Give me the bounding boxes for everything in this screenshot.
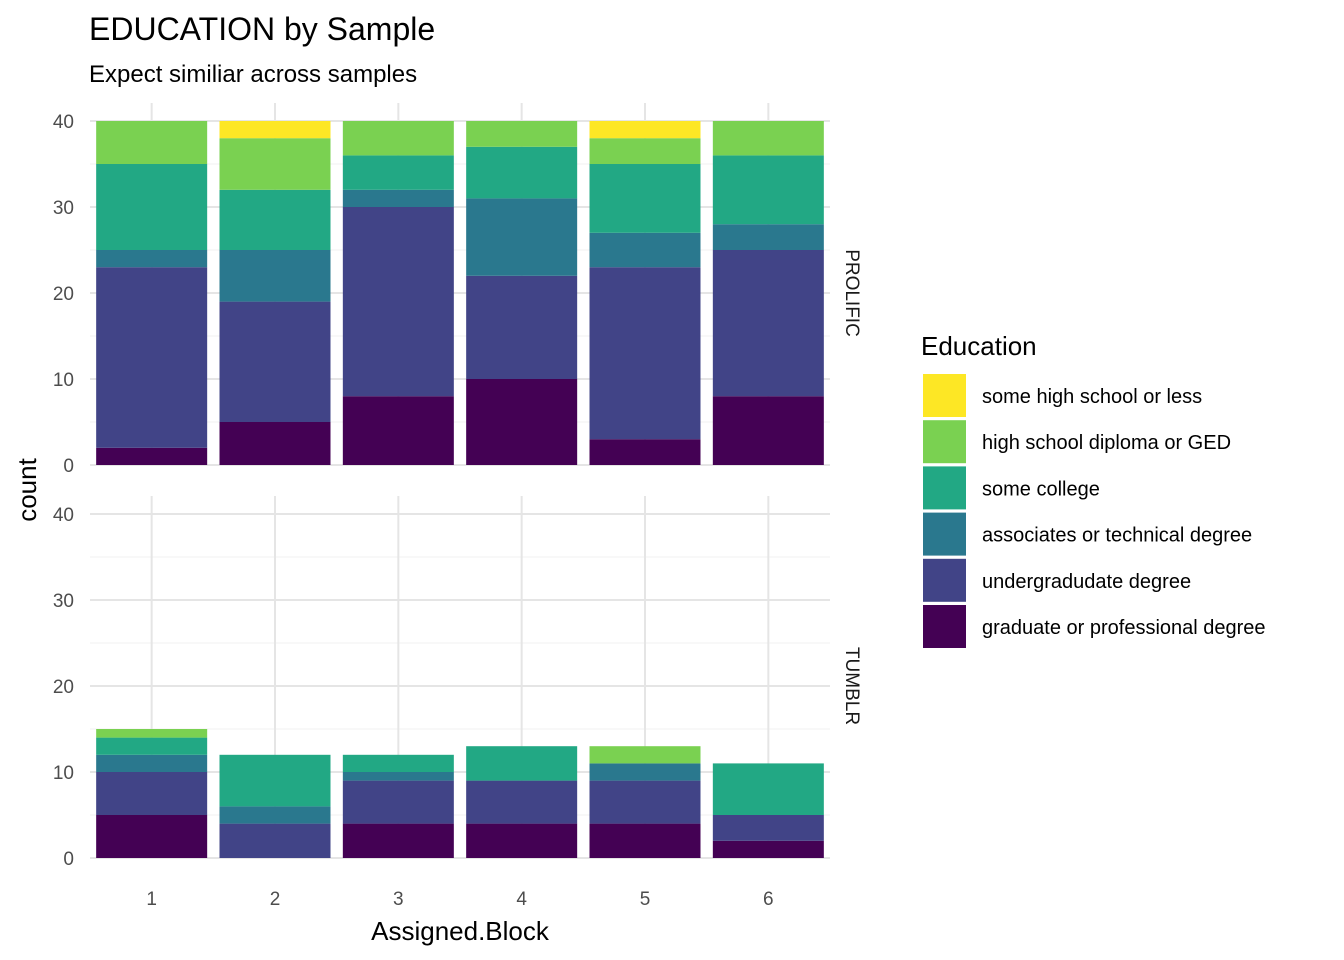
legend-swatch bbox=[923, 466, 966, 510]
bar-segment bbox=[466, 823, 578, 858]
bar-segment bbox=[96, 447, 208, 465]
x-tick-label: 4 bbox=[516, 889, 527, 910]
bar-segment bbox=[466, 746, 578, 781]
bar-segment bbox=[96, 267, 208, 448]
bar-segment bbox=[712, 396, 824, 465]
panel-prolific: 0 10 20 30 40 PROLIFIC bbox=[53, 103, 862, 477]
bar-segment bbox=[96, 164, 208, 250]
bar-segment bbox=[96, 729, 208, 738]
bar-segment bbox=[466, 275, 578, 379]
legend-swatch bbox=[923, 558, 966, 602]
x-tick-label: 3 bbox=[393, 889, 404, 910]
bar-segment bbox=[342, 207, 454, 397]
bar-segment bbox=[712, 250, 824, 397]
facet-strip-label: TUMBLR bbox=[841, 647, 862, 725]
y-tick-label: 20 bbox=[53, 677, 74, 698]
bar-segment bbox=[589, 267, 701, 440]
y-tick-label: 10 bbox=[53, 370, 74, 391]
bar-segment bbox=[466, 780, 578, 824]
chart-subtitle: Expect similiar across samples bbox=[89, 61, 417, 88]
bar-segment bbox=[342, 189, 454, 207]
y-tick-label: 40 bbox=[53, 112, 74, 133]
bar-segment bbox=[219, 806, 331, 824]
bar-segment bbox=[712, 815, 824, 841]
y-tick-label: 40 bbox=[53, 505, 74, 526]
bar-segment bbox=[342, 772, 454, 781]
bar-segment bbox=[219, 823, 331, 858]
legend: Education some high school or less high s… bbox=[921, 331, 1266, 648]
bar-segment bbox=[96, 737, 208, 755]
bar-segment bbox=[589, 164, 701, 233]
bar-segment bbox=[219, 301, 331, 422]
bar-segment bbox=[712, 121, 824, 156]
bar-segment bbox=[342, 155, 454, 190]
bar-segment bbox=[589, 780, 701, 824]
x-axis-title: Assigned.Block bbox=[371, 916, 550, 946]
legend-label: some college bbox=[982, 478, 1100, 500]
legend-label: graduate or professional degree bbox=[982, 617, 1266, 639]
bar-segment bbox=[712, 840, 824, 858]
bar-segment bbox=[712, 763, 824, 815]
y-tick-label: 30 bbox=[53, 591, 74, 612]
x-tick-label: 5 bbox=[640, 889, 651, 910]
bar-segment bbox=[342, 823, 454, 858]
y-tick-label: 10 bbox=[53, 763, 74, 784]
bar-segment bbox=[342, 754, 454, 772]
bar-segment bbox=[466, 379, 578, 465]
legend-label: associates or technical degree bbox=[982, 525, 1252, 547]
bar-segment bbox=[219, 189, 331, 250]
bar-segment bbox=[589, 121, 701, 139]
facet-strip-label: PROLIFIC bbox=[841, 249, 862, 337]
legend-swatch bbox=[923, 605, 966, 648]
bar-segment bbox=[96, 815, 208, 858]
bar-segment bbox=[589, 746, 701, 764]
x-tick-label: 6 bbox=[763, 889, 774, 910]
bar-segment bbox=[589, 439, 701, 465]
bar-segment bbox=[589, 763, 701, 781]
bar-segment bbox=[219, 250, 331, 302]
bar-segment bbox=[219, 121, 331, 139]
bar-segment bbox=[342, 780, 454, 824]
legend-swatch bbox=[923, 374, 966, 417]
y-tick-label: 0 bbox=[63, 849, 74, 870]
bar-segment bbox=[342, 396, 454, 465]
legend-swatch bbox=[923, 512, 966, 556]
facet-panels: 0 10 20 30 40 PROLIFIC 0 10 20 30 40 TUMBLR 1 2 3 4 5 6 bbox=[53, 103, 862, 910]
bar-segment bbox=[466, 198, 578, 276]
bar-segment bbox=[342, 121, 454, 156]
bar-segment bbox=[96, 250, 208, 268]
chart-title: EDUCATION by Sample bbox=[89, 11, 435, 47]
legend-title: Education bbox=[921, 331, 1037, 361]
bar-segment bbox=[466, 146, 578, 199]
y-tick-label: 0 bbox=[63, 456, 74, 477]
bar-segment bbox=[96, 121, 208, 164]
x-tick-label: 1 bbox=[146, 889, 157, 910]
bar-segment bbox=[589, 823, 701, 858]
bar-segment bbox=[712, 224, 824, 250]
legend-label: undergradudate degree bbox=[982, 571, 1191, 593]
x-tick-label: 2 bbox=[270, 889, 281, 910]
legend-label: some high school or less bbox=[982, 386, 1202, 408]
y-axis-title: count bbox=[12, 457, 42, 521]
legend-swatch bbox=[923, 420, 966, 464]
bar-segment bbox=[712, 155, 824, 225]
bar-segment bbox=[589, 138, 701, 164]
bar-segment bbox=[96, 772, 208, 815]
bar-segment bbox=[219, 754, 331, 807]
y-tick-label: 30 bbox=[53, 198, 74, 219]
legend-items: some high school or less high school dipl… bbox=[923, 374, 1266, 648]
panel-tumblr: 0 10 20 30 40 TUMBLR bbox=[53, 496, 862, 870]
legend-label: high school diploma or GED bbox=[982, 432, 1231, 454]
bar-segment bbox=[96, 754, 208, 772]
bar-segment bbox=[219, 138, 331, 190]
bar-segment bbox=[219, 422, 331, 465]
bar-segment bbox=[589, 232, 701, 268]
bar-segment bbox=[466, 121, 578, 147]
y-tick-label: 20 bbox=[53, 284, 74, 305]
